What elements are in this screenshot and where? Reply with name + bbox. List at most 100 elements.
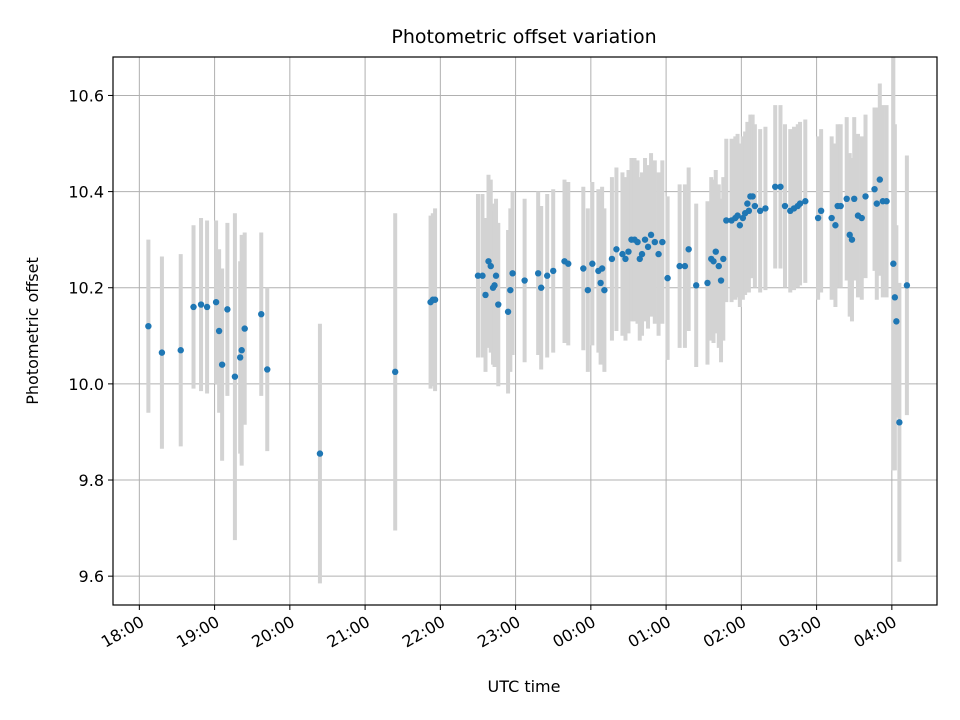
data-point (619, 250, 626, 258)
y-tick-label: 10.4 (68, 183, 104, 202)
data-point (537, 284, 545, 291)
data-point (647, 231, 655, 239)
data-point (692, 282, 700, 289)
data-point (145, 322, 152, 330)
data-point (890, 260, 897, 267)
data-point (197, 301, 205, 308)
data-point (893, 318, 900, 325)
data-point (745, 207, 753, 215)
data-point (482, 291, 489, 299)
data-point (871, 185, 878, 193)
data-point (431, 296, 439, 303)
data-point (903, 282, 911, 289)
data-point (565, 260, 572, 267)
x-axis-label: UTC time (488, 677, 561, 696)
data-point (158, 349, 166, 356)
data-point (817, 207, 825, 215)
data-point (580, 265, 587, 272)
data-point (584, 286, 592, 294)
data-point (883, 198, 890, 205)
data-point (236, 354, 244, 361)
chart-title: Photometric offset variation (391, 26, 656, 48)
data-point (608, 255, 616, 263)
data-point (723, 217, 730, 224)
data-point (720, 255, 727, 263)
data-point (814, 214, 822, 222)
data-point (231, 373, 239, 380)
data-point (717, 277, 725, 284)
data-point (685, 246, 692, 253)
data-point (491, 282, 498, 289)
data-point (550, 267, 557, 275)
data-point (224, 306, 231, 313)
data-point (832, 222, 839, 229)
data-point (828, 214, 835, 222)
data-point (509, 270, 516, 277)
data-point (601, 286, 608, 294)
data-point (756, 207, 764, 215)
data-point (781, 202, 789, 210)
data-point (744, 200, 751, 207)
data-point (487, 262, 494, 270)
data-point (264, 366, 271, 373)
data-point (190, 303, 197, 311)
y-tick-label: 9.8 (79, 471, 104, 490)
data-point (734, 212, 741, 219)
data-point (873, 200, 880, 207)
data-point (613, 246, 620, 253)
data-point (507, 286, 514, 294)
data-point (749, 193, 756, 200)
data-point (485, 258, 492, 265)
data-point (634, 238, 641, 246)
data-point (862, 193, 869, 200)
data-point (796, 200, 804, 207)
data-point (715, 262, 722, 270)
data-point (492, 272, 500, 279)
data-point (597, 279, 604, 287)
data-point (802, 198, 809, 205)
data-point (598, 265, 606, 272)
data-point (644, 243, 652, 251)
data-point (534, 270, 542, 277)
data-point (751, 202, 759, 210)
data-points (145, 176, 911, 457)
data-point (641, 236, 649, 243)
data-point (843, 195, 850, 203)
data-point (710, 258, 717, 265)
y-tick-label: 10.2 (68, 279, 104, 298)
data-point (891, 294, 899, 301)
data-point (772, 183, 779, 190)
data-point (638, 250, 646, 258)
data-point (736, 222, 744, 229)
data-point (241, 325, 248, 332)
data-point (858, 214, 865, 222)
data-point (848, 236, 856, 243)
data-point (203, 303, 211, 311)
data-point (846, 231, 853, 239)
data-point (896, 419, 903, 426)
data-point (218, 361, 226, 368)
data-point (212, 298, 220, 306)
data-point (664, 274, 671, 282)
y-tick-label: 9.6 (79, 567, 104, 586)
data-point (851, 195, 858, 203)
data-point (651, 238, 659, 246)
y-tick-label: 10.6 (68, 86, 104, 105)
data-point (474, 272, 482, 279)
data-point (625, 248, 632, 255)
data-point (676, 262, 683, 270)
data-point (391, 368, 399, 376)
data-point (655, 250, 662, 258)
y-tick-label: 10.0 (68, 375, 104, 394)
data-point (521, 277, 528, 284)
data-point (681, 262, 689, 270)
data-point (777, 183, 784, 190)
data-point (636, 255, 643, 263)
data-point (177, 347, 184, 354)
data-point (215, 327, 223, 335)
data-point (258, 310, 265, 318)
data-point (495, 301, 502, 308)
data-point (622, 255, 629, 263)
